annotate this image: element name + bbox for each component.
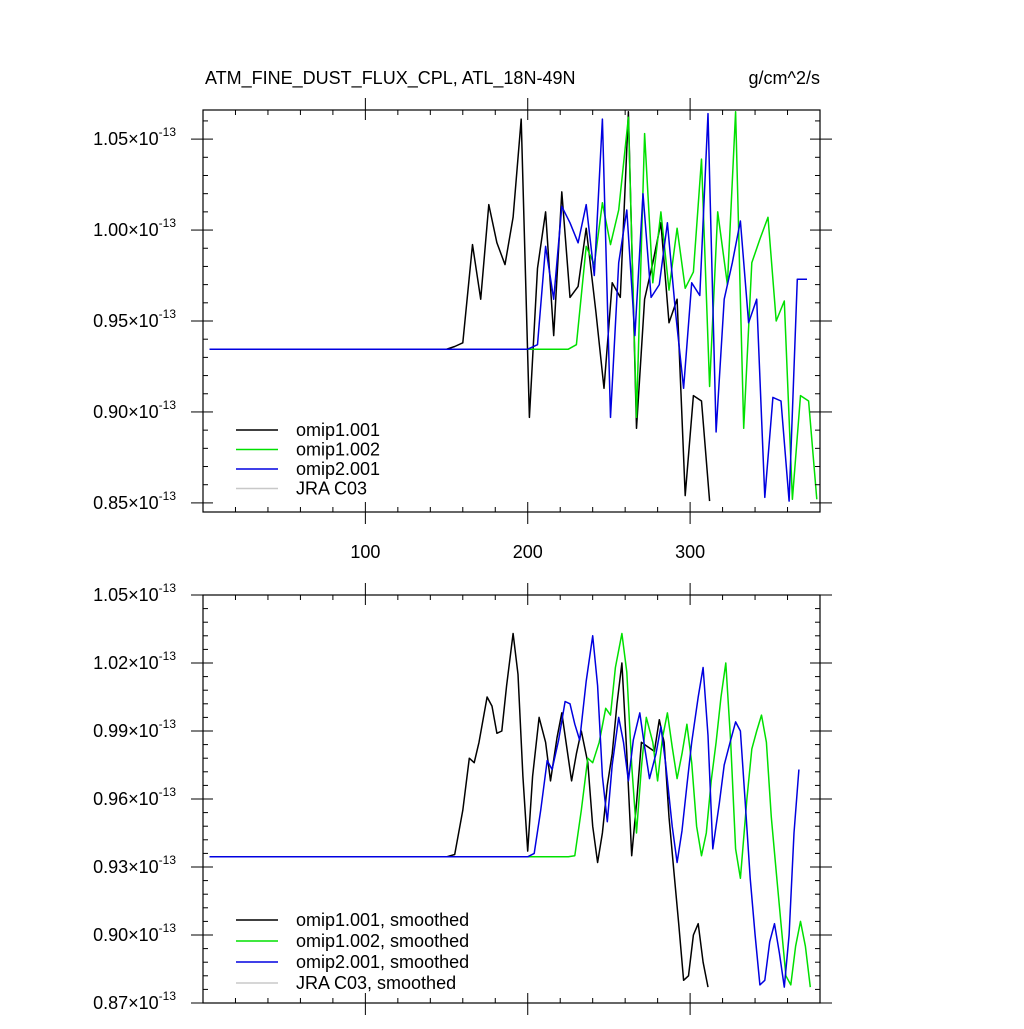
y-tick-label: 0.90×10-13 <box>93 921 176 945</box>
series-line-3 <box>209 635 800 988</box>
y-tick-label: 0.93×10-13 <box>93 853 176 877</box>
legend-label-2: omip1.002 <box>296 440 380 460</box>
x-tick-label: 300 <box>675 542 705 562</box>
panel-top: 100 200 300 0.85×10-13 0.90×10-13 0.95×10-13 1… <box>93 98 832 562</box>
legend-label-1: omip1.001 <box>296 420 380 440</box>
y-tick-label: 0.99×10-13 <box>93 717 176 741</box>
legend-label-2: omip1.002, smoothed <box>296 931 469 951</box>
x-tick-label: 100 <box>350 542 380 562</box>
series-line-2 <box>209 632 812 988</box>
y-tick-label: 1.05×10-13 <box>93 125 176 149</box>
plot-frame <box>202 109 821 513</box>
chart-title: ATM_FINE_DUST_FLUX_CPL, ATL_18N-49N <box>205 68 575 89</box>
y-tick-label: 1.00×10-13 <box>93 216 176 240</box>
series-group <box>209 632 812 988</box>
y-tick-label: 0.95×10-13 <box>93 307 176 331</box>
legend-label-3: omip2.001 <box>296 459 380 479</box>
y-tick-label: 0.90×10-13 <box>93 398 176 422</box>
y-tick-label: 0.96×10-13 <box>93 785 176 809</box>
y-tick-label: 0.87×10-13 <box>93 989 176 1013</box>
series-line-3 <box>209 112 807 502</box>
y-tick-label: 0.85×10-13 <box>93 489 176 513</box>
series-line-1 <box>209 111 711 502</box>
legend-label-3: omip2.001, smoothed <box>296 952 469 972</box>
units-label: g/cm^2/s <box>749 68 820 88</box>
series-group <box>209 111 818 502</box>
legend-label-4: JRA C03 <box>296 479 367 499</box>
y-tick-label: 1.05×10-13 <box>93 581 176 605</box>
y-tick-label: 1.02×10-13 <box>93 649 176 673</box>
series-line-2 <box>209 111 818 501</box>
legend-label-4: JRA C03, smoothed <box>296 973 456 993</box>
panel-bottom: 0.87×10-13 0.90×10-13 0.93×10-13 0.96×10-13… <box>93 581 832 1015</box>
legend-label-1: omip1.001, smoothed <box>296 910 469 930</box>
x-tick-label: 200 <box>513 542 543 562</box>
